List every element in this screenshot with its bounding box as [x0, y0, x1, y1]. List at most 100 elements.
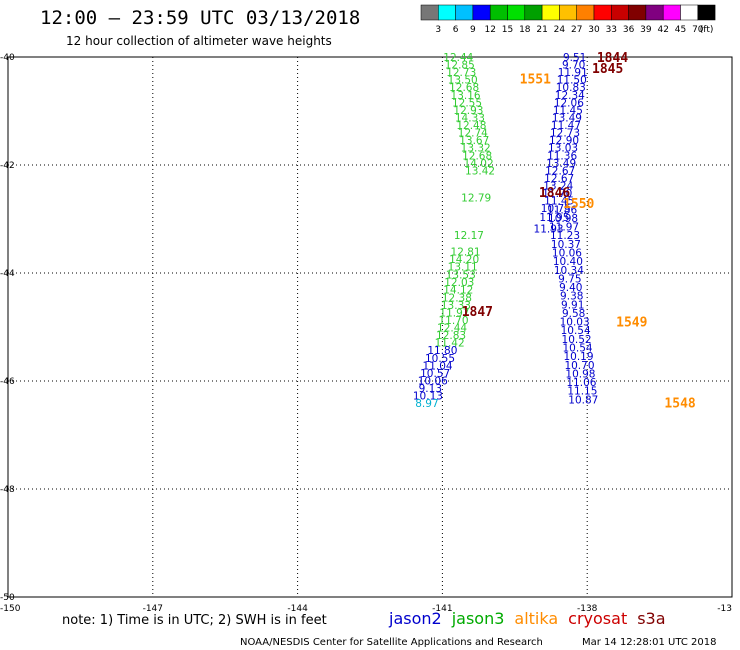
- page-subtitle: 12 hour collection of altimeter wave hei…: [66, 34, 332, 48]
- jason2-wave-height: 9.58: [562, 308, 585, 320]
- colorbar-swatch: [680, 4, 699, 21]
- jason3-wave-height: 12.73: [446, 67, 476, 79]
- axis-ticks: -150 -147 -144 -141 -138 -13 -40 -42 -44 -46 -48 -5…: [0, 53, 732, 614]
- jason3-wave-height: 14.20: [449, 254, 479, 266]
- jason2-wave-height: 10.54: [563, 343, 593, 355]
- jason2-wave-height: 13.03: [548, 143, 578, 155]
- jason2-wave-height: 10.52: [562, 334, 592, 346]
- jason3-wave-height: 12.93: [453, 105, 483, 117]
- colorbar-swatch: [420, 4, 439, 21]
- colorbar-swatch: [455, 4, 474, 21]
- lon-tick-label: -141: [432, 604, 452, 614]
- colorbar-swatch: [697, 4, 716, 21]
- colorbar-swatch: [507, 4, 526, 21]
- jason2-wave-height: 11.04: [423, 360, 453, 372]
- wave-height-tracks: 12.4412.8512.7313.5012.6813.1612.5512.93…: [413, 52, 598, 410]
- jason2-wave-height: 11.45: [553, 105, 583, 117]
- jason2-wave-height: 11.50: [557, 75, 587, 87]
- jason2-wave-height: 11.93: [534, 224, 564, 236]
- jason2-wave-height: 10.70: [564, 360, 594, 372]
- pass-number-label: 1551: [520, 73, 551, 88]
- jason2-wave-height: 11.36: [547, 150, 577, 162]
- lon-tick-label: -147: [143, 604, 163, 614]
- jason3-wave-height: 12.74: [458, 128, 488, 140]
- pass-number-label: 1548: [664, 397, 695, 412]
- colorbar-swatch: [576, 4, 595, 21]
- jason2-wave-height: 9.51: [563, 52, 586, 64]
- jason2-wave-height: 12.67: [545, 165, 575, 177]
- jason2-wave-height: 12.34: [555, 90, 585, 102]
- pass-number-label: 1846: [539, 186, 570, 201]
- colorbar-label: 15: [502, 25, 513, 35]
- jason2-wave-height: 9.91: [561, 299, 584, 311]
- footer-timestamp: Mar 14 12:28:01 UTC 2018: [582, 637, 717, 648]
- jason2-wave-height: 10.55: [425, 353, 455, 365]
- jason2-wave-height: 11.15: [567, 386, 597, 398]
- jason3-wave-height: 12.79: [461, 192, 491, 204]
- legend-altika: altika: [514, 609, 558, 628]
- colorbar-swatch: [559, 4, 577, 21]
- colorbar-swatch: [662, 4, 681, 21]
- jason2-wave-height: 11.45: [544, 196, 574, 208]
- jason2-wave-height: 11.47: [551, 120, 581, 132]
- colorbar-label: 33: [606, 25, 617, 35]
- jason2-wave-height: 10.34: [554, 265, 584, 277]
- jason3-wave-height: 12.83: [436, 330, 466, 342]
- jason3-wave-height: 13.16: [451, 90, 481, 102]
- colorbar-label: 42: [657, 25, 668, 35]
- colorbar-swatch: [541, 4, 560, 21]
- jason3-wave-height: 13.33: [441, 300, 471, 312]
- lon-tick-label: -138: [577, 604, 598, 614]
- jason2-wave-height: 11.23: [550, 230, 580, 242]
- jason3-wave-height: 11.70: [438, 315, 468, 327]
- jason3-wave-height: 12.38: [442, 292, 472, 304]
- jason2-wave-height: 12.90: [549, 135, 579, 147]
- jason3-wave-height: 11.42: [435, 338, 465, 350]
- lon-tick-label: -144: [287, 604, 308, 614]
- lat-tick-label: -42: [0, 161, 15, 171]
- colorbar-swatch: [438, 4, 456, 21]
- jason3-wave-height: 14.33: [455, 112, 485, 124]
- jason2-wave-height: 10.75: [541, 203, 571, 215]
- colorbar-swatch: [489, 4, 508, 21]
- colorbar-label: 39: [640, 25, 652, 35]
- jason3-wave-height: 13.53: [446, 270, 476, 282]
- colorbar-label: 21: [536, 25, 547, 35]
- pass-number-label: 1847: [462, 305, 493, 320]
- lat-tick-label: -46: [0, 377, 15, 387]
- satellite-legend: jason2 jason3 altika cryosat s3a: [388, 609, 666, 628]
- jason3-wave-height: 13.50: [448, 75, 478, 87]
- jason2-wave-height: 9.40: [559, 282, 582, 294]
- jason3-wave-height: 12.48: [456, 120, 486, 132]
- colorbar-label: 18: [519, 25, 531, 35]
- jason3-wave-height: 12.68: [449, 82, 479, 94]
- jason3-wave-height: 12.17: [454, 230, 484, 242]
- colorbar-label: 3: [435, 25, 441, 35]
- jason3-wave-height: 14.12: [443, 285, 473, 297]
- footer-credit: NOAA/NESDIS Center for Satellite Applica…: [240, 637, 543, 648]
- colorbar-swatch: [472, 4, 491, 21]
- colorbar-label: 12: [484, 25, 495, 35]
- jason3-wave-height: 13.32: [461, 143, 491, 155]
- colorbar-label: 9: [470, 25, 476, 35]
- jason3-wave-height: 14.02: [464, 158, 494, 170]
- colorbar-label: 36: [623, 25, 635, 35]
- colorbar-label: 24: [554, 25, 566, 35]
- jason2-wave-height: 11.95: [539, 212, 569, 224]
- jason2-wave-height: 10.83: [556, 82, 586, 94]
- colorbar: 3 6 9 12 15 18 21 24 27 30 33 36 39 42 45 70(ft): [420, 4, 716, 35]
- jason3-wave-height: 13.42: [465, 165, 495, 177]
- jason2-wave-height: 11.06: [566, 377, 596, 389]
- colorbar-swatch: [611, 4, 629, 21]
- jason2-wave-height: 10.98: [548, 213, 578, 225]
- jason3-wave-height: 13.67: [459, 135, 489, 147]
- jason3-wave-height: 12.44: [437, 323, 467, 335]
- colorbar-swatch: [628, 4, 647, 21]
- wave-height-value: 8.97: [415, 398, 438, 410]
- jason2-wave-height: 10.19: [563, 351, 593, 363]
- jason2-wave-height: 10.37: [551, 239, 581, 251]
- grid-lines: [8, 57, 732, 597]
- jason2-wave-height: 9.75: [558, 273, 581, 285]
- jason2-wave-height: 10.06: [418, 375, 448, 387]
